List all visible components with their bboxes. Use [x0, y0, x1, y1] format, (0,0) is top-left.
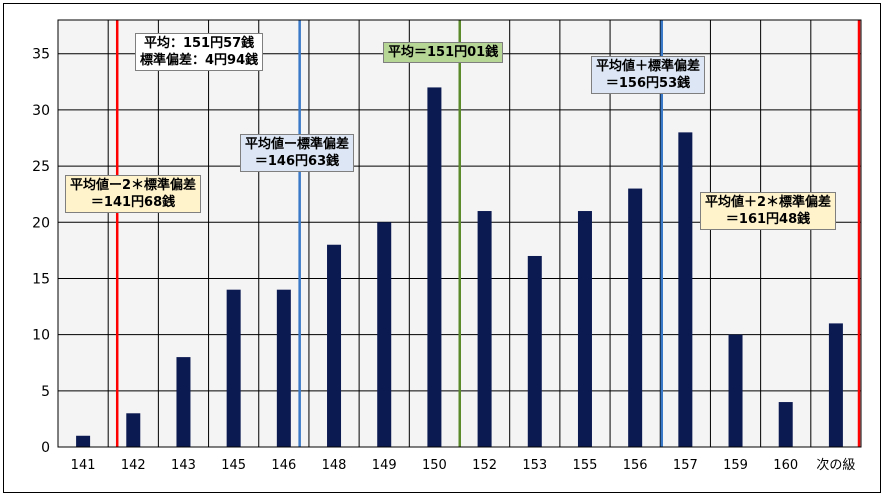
plot-border [57, 19, 862, 448]
x-tick-label: 155 [573, 458, 598, 473]
bar [377, 222, 392, 447]
bar [126, 413, 141, 447]
x-tick-label: 150 [422, 458, 447, 473]
bar [327, 244, 342, 447]
minus-2sd-annotation: 平均値ー2＊標準偏差 ＝141円68銭 [65, 175, 202, 213]
x-tick-label: 157 [673, 458, 698, 473]
minus-2sd-value: ＝141円68銭 [90, 195, 176, 210]
plus-sd-annotation: 平均値＋標準偏差 ＝156円53銭 [591, 56, 706, 94]
stats-sd-text: 標準偏差：4円94銭 [140, 53, 259, 68]
x-tick-label: 148 [322, 458, 347, 473]
stats-annotation: 平均：151円57銭 標準偏差：4円94銭 [135, 33, 264, 71]
x-tick-label: 149 [372, 458, 397, 473]
plus-2sd-label: 平均値＋2＊標準偏差 [705, 195, 832, 210]
bar [477, 211, 492, 447]
bar [577, 211, 592, 447]
minus-sd-annotation: 平均値ー標準偏差 ＝146円63銭 [240, 134, 355, 172]
x-tick-label: 145 [221, 458, 246, 473]
bar [176, 357, 191, 447]
x-tick-label: 143 [171, 458, 196, 473]
x-tick-label: 142 [121, 458, 146, 473]
plus-2sd-value: ＝161円48銭 [725, 212, 811, 227]
bar [527, 255, 542, 447]
y-tick-label: 20 [32, 215, 50, 231]
bar [276, 289, 291, 447]
bar [628, 188, 643, 448]
y-tick-label: 10 [32, 328, 50, 344]
x-tick-label: 141 [71, 458, 96, 473]
x-tick-label: 160 [773, 458, 798, 473]
x-tick-label: 146 [271, 458, 296, 473]
bar [828, 323, 843, 447]
bar [76, 435, 91, 447]
histogram-chart: 0 5 10 15 20 25 30 35 141 142 143 145 146 148 149 150 15… [32, 19, 862, 473]
mean-text: 平均＝151円01銭 [388, 45, 499, 60]
y-tick-label: 15 [32, 271, 50, 287]
minus-2sd-label: 平均値ー2＊標準偏差 [70, 178, 197, 193]
mean-annotation: 平均＝151円01銭 [383, 42, 504, 63]
x-tick-label: 153 [522, 458, 547, 473]
y-tick-label: 0 [41, 440, 50, 456]
y-tick-label: 5 [41, 384, 50, 400]
minus-sd-label: 平均値ー標準偏差 [245, 137, 350, 152]
y-tick-label: 25 [32, 159, 50, 175]
minus-sd-value: ＝146円63銭 [254, 154, 340, 169]
x-tick-label: 156 [623, 458, 648, 473]
bar [226, 289, 241, 447]
stats-mean-text: 平均：151円57銭 [143, 36, 255, 51]
bar [427, 87, 442, 447]
x-tick-label: 152 [472, 458, 497, 473]
plus-sd-label: 平均値＋標準偏差 [596, 59, 701, 74]
bar [778, 402, 793, 447]
plus-sd-value: ＝156円53銭 [605, 76, 691, 91]
bar [728, 334, 743, 447]
x-tick-label: 159 [723, 458, 748, 473]
y-tick-label: 35 [32, 47, 50, 63]
chart-frame: 0 5 10 15 20 25 30 35 141 142 143 145 146 148 149 150 15… [3, 3, 881, 493]
plus-2sd-annotation: 平均値＋2＊標準偏差 ＝161円48銭 [700, 192, 837, 230]
x-tick-label: 次の級 [816, 457, 855, 473]
bar [678, 132, 693, 448]
y-tick-label: 30 [32, 103, 50, 119]
